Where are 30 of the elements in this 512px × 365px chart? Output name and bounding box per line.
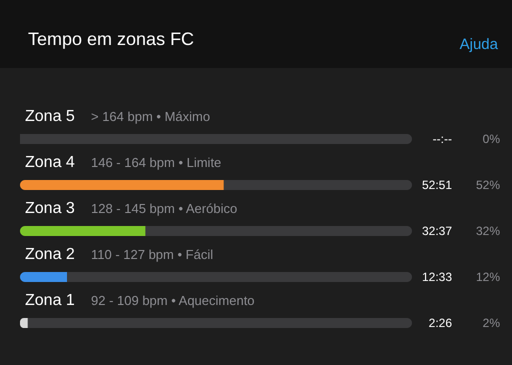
annotation: > 164 bpm • Máximo — [91, 109, 210, 124]
data-label: 52% — [476, 178, 500, 192]
bar — [67, 272, 412, 282]
bar — [20, 180, 224, 190]
bar — [20, 226, 146, 236]
y-tick-label: Zona 4 — [25, 154, 75, 171]
text: Ajuda — [460, 36, 499, 53]
y-tick-label: Zona 5 — [25, 108, 75, 125]
chart-title: Tempo em zonas FC — [28, 29, 194, 49]
annotation: 92 - 109 bpm • Aquecimento — [91, 293, 255, 308]
text: --:-- — [432, 132, 452, 146]
data-label: 12% — [476, 270, 500, 284]
y-tick-label: Zona 3 — [25, 200, 75, 217]
annotation: 146 - 164 bpm • Limite — [91, 155, 222, 170]
bar — [145, 226, 412, 236]
data-label: 2% — [482, 316, 500, 330]
text: 32:37 — [422, 224, 452, 238]
data-label: 0% — [482, 132, 500, 146]
annotation: 110 - 127 bpm • Fácil — [91, 247, 214, 262]
data-label: 32% — [476, 224, 500, 238]
text: 2:26 — [428, 316, 452, 330]
text: 52:51 — [422, 178, 452, 192]
annotation: 128 - 145 bpm • Aeróbico — [91, 201, 238, 216]
y-tick-label: Zona 2 — [25, 246, 75, 263]
bar — [20, 272, 68, 282]
y-tick-label: Zona 1 — [25, 292, 75, 309]
bar — [28, 318, 412, 328]
text: 12:33 — [422, 270, 452, 284]
bar — [20, 134, 412, 144]
bar — [224, 180, 412, 190]
